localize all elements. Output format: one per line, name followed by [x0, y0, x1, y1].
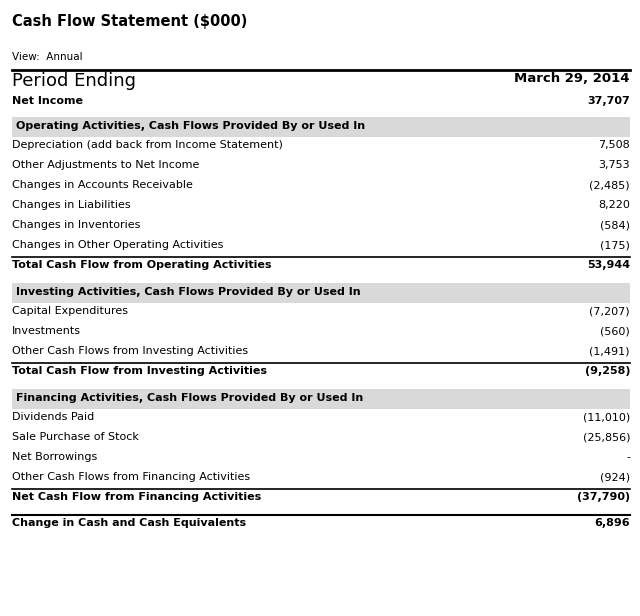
Text: Capital Expenditures: Capital Expenditures	[12, 306, 128, 316]
Text: Changes in Accounts Receivable: Changes in Accounts Receivable	[12, 180, 193, 190]
Text: Financing Activities, Cash Flows Provided By or Used In: Financing Activities, Cash Flows Provide…	[16, 393, 364, 403]
Text: Other Adjustments to Net Income: Other Adjustments to Net Income	[12, 160, 200, 170]
Text: Net Borrowings: Net Borrowings	[12, 452, 97, 462]
Text: Operating Activities, Cash Flows Provided By or Used In: Operating Activities, Cash Flows Provide…	[16, 121, 365, 131]
Text: (7,207): (7,207)	[589, 306, 630, 316]
Text: (584): (584)	[600, 220, 630, 230]
Text: (924): (924)	[600, 472, 630, 482]
Text: Other Cash Flows from Financing Activities: Other Cash Flows from Financing Activiti…	[12, 472, 250, 482]
Text: 3,753: 3,753	[598, 160, 630, 170]
Bar	[12, 283, 630, 303]
Text: (175): (175)	[600, 240, 630, 250]
Text: (2,485): (2,485)	[589, 180, 630, 190]
Text: View:  Annual: View: Annual	[12, 52, 83, 62]
Text: Investing Activities, Cash Flows Provided By or Used In: Investing Activities, Cash Flows Provide…	[16, 287, 360, 297]
Text: 37,707: 37,707	[588, 96, 630, 106]
Text: March 29, 2014: March 29, 2014	[515, 72, 630, 85]
Text: 7,508: 7,508	[598, 140, 630, 150]
Text: Net Income: Net Income	[12, 96, 83, 106]
Text: (11,010): (11,010)	[583, 412, 630, 422]
Text: Total Cash Flow from Investing Activities: Total Cash Flow from Investing Activitie…	[12, 366, 267, 376]
Text: 6,896: 6,896	[595, 518, 630, 528]
Text: Sale Purchase of Stock: Sale Purchase of Stock	[12, 432, 139, 442]
Text: Investments: Investments	[12, 326, 81, 336]
Text: (9,258): (9,258)	[584, 366, 630, 376]
Text: Net Cash Flow from Financing Activities: Net Cash Flow from Financing Activities	[12, 492, 261, 502]
Text: Changes in Other Operating Activities: Changes in Other Operating Activities	[12, 240, 223, 250]
Text: -: -	[626, 452, 630, 462]
Text: (37,790): (37,790)	[577, 492, 630, 502]
Text: (1,491): (1,491)	[589, 346, 630, 356]
Bar	[12, 389, 630, 409]
Text: Depreciation (add back from Income Statement): Depreciation (add back from Income State…	[12, 140, 283, 150]
Text: 53,944: 53,944	[587, 260, 630, 270]
Text: Change in Cash and Cash Equivalents: Change in Cash and Cash Equivalents	[12, 518, 246, 528]
Bar	[12, 117, 630, 137]
Text: Changes in Liabilities: Changes in Liabilities	[12, 200, 131, 210]
Text: Total Cash Flow from Operating Activities: Total Cash Flow from Operating Activitie…	[12, 260, 271, 270]
Text: (25,856): (25,856)	[582, 432, 630, 442]
Text: Dividends Paid: Dividends Paid	[12, 412, 94, 422]
Text: Cash Flow Statement ($000): Cash Flow Statement ($000)	[12, 14, 248, 29]
Text: Other Cash Flows from Investing Activities: Other Cash Flows from Investing Activiti…	[12, 346, 248, 356]
Text: Period Ending: Period Ending	[12, 72, 136, 90]
Text: Changes in Inventories: Changes in Inventories	[12, 220, 140, 230]
Text: (560): (560)	[600, 326, 630, 336]
Text: 8,220: 8,220	[598, 200, 630, 210]
